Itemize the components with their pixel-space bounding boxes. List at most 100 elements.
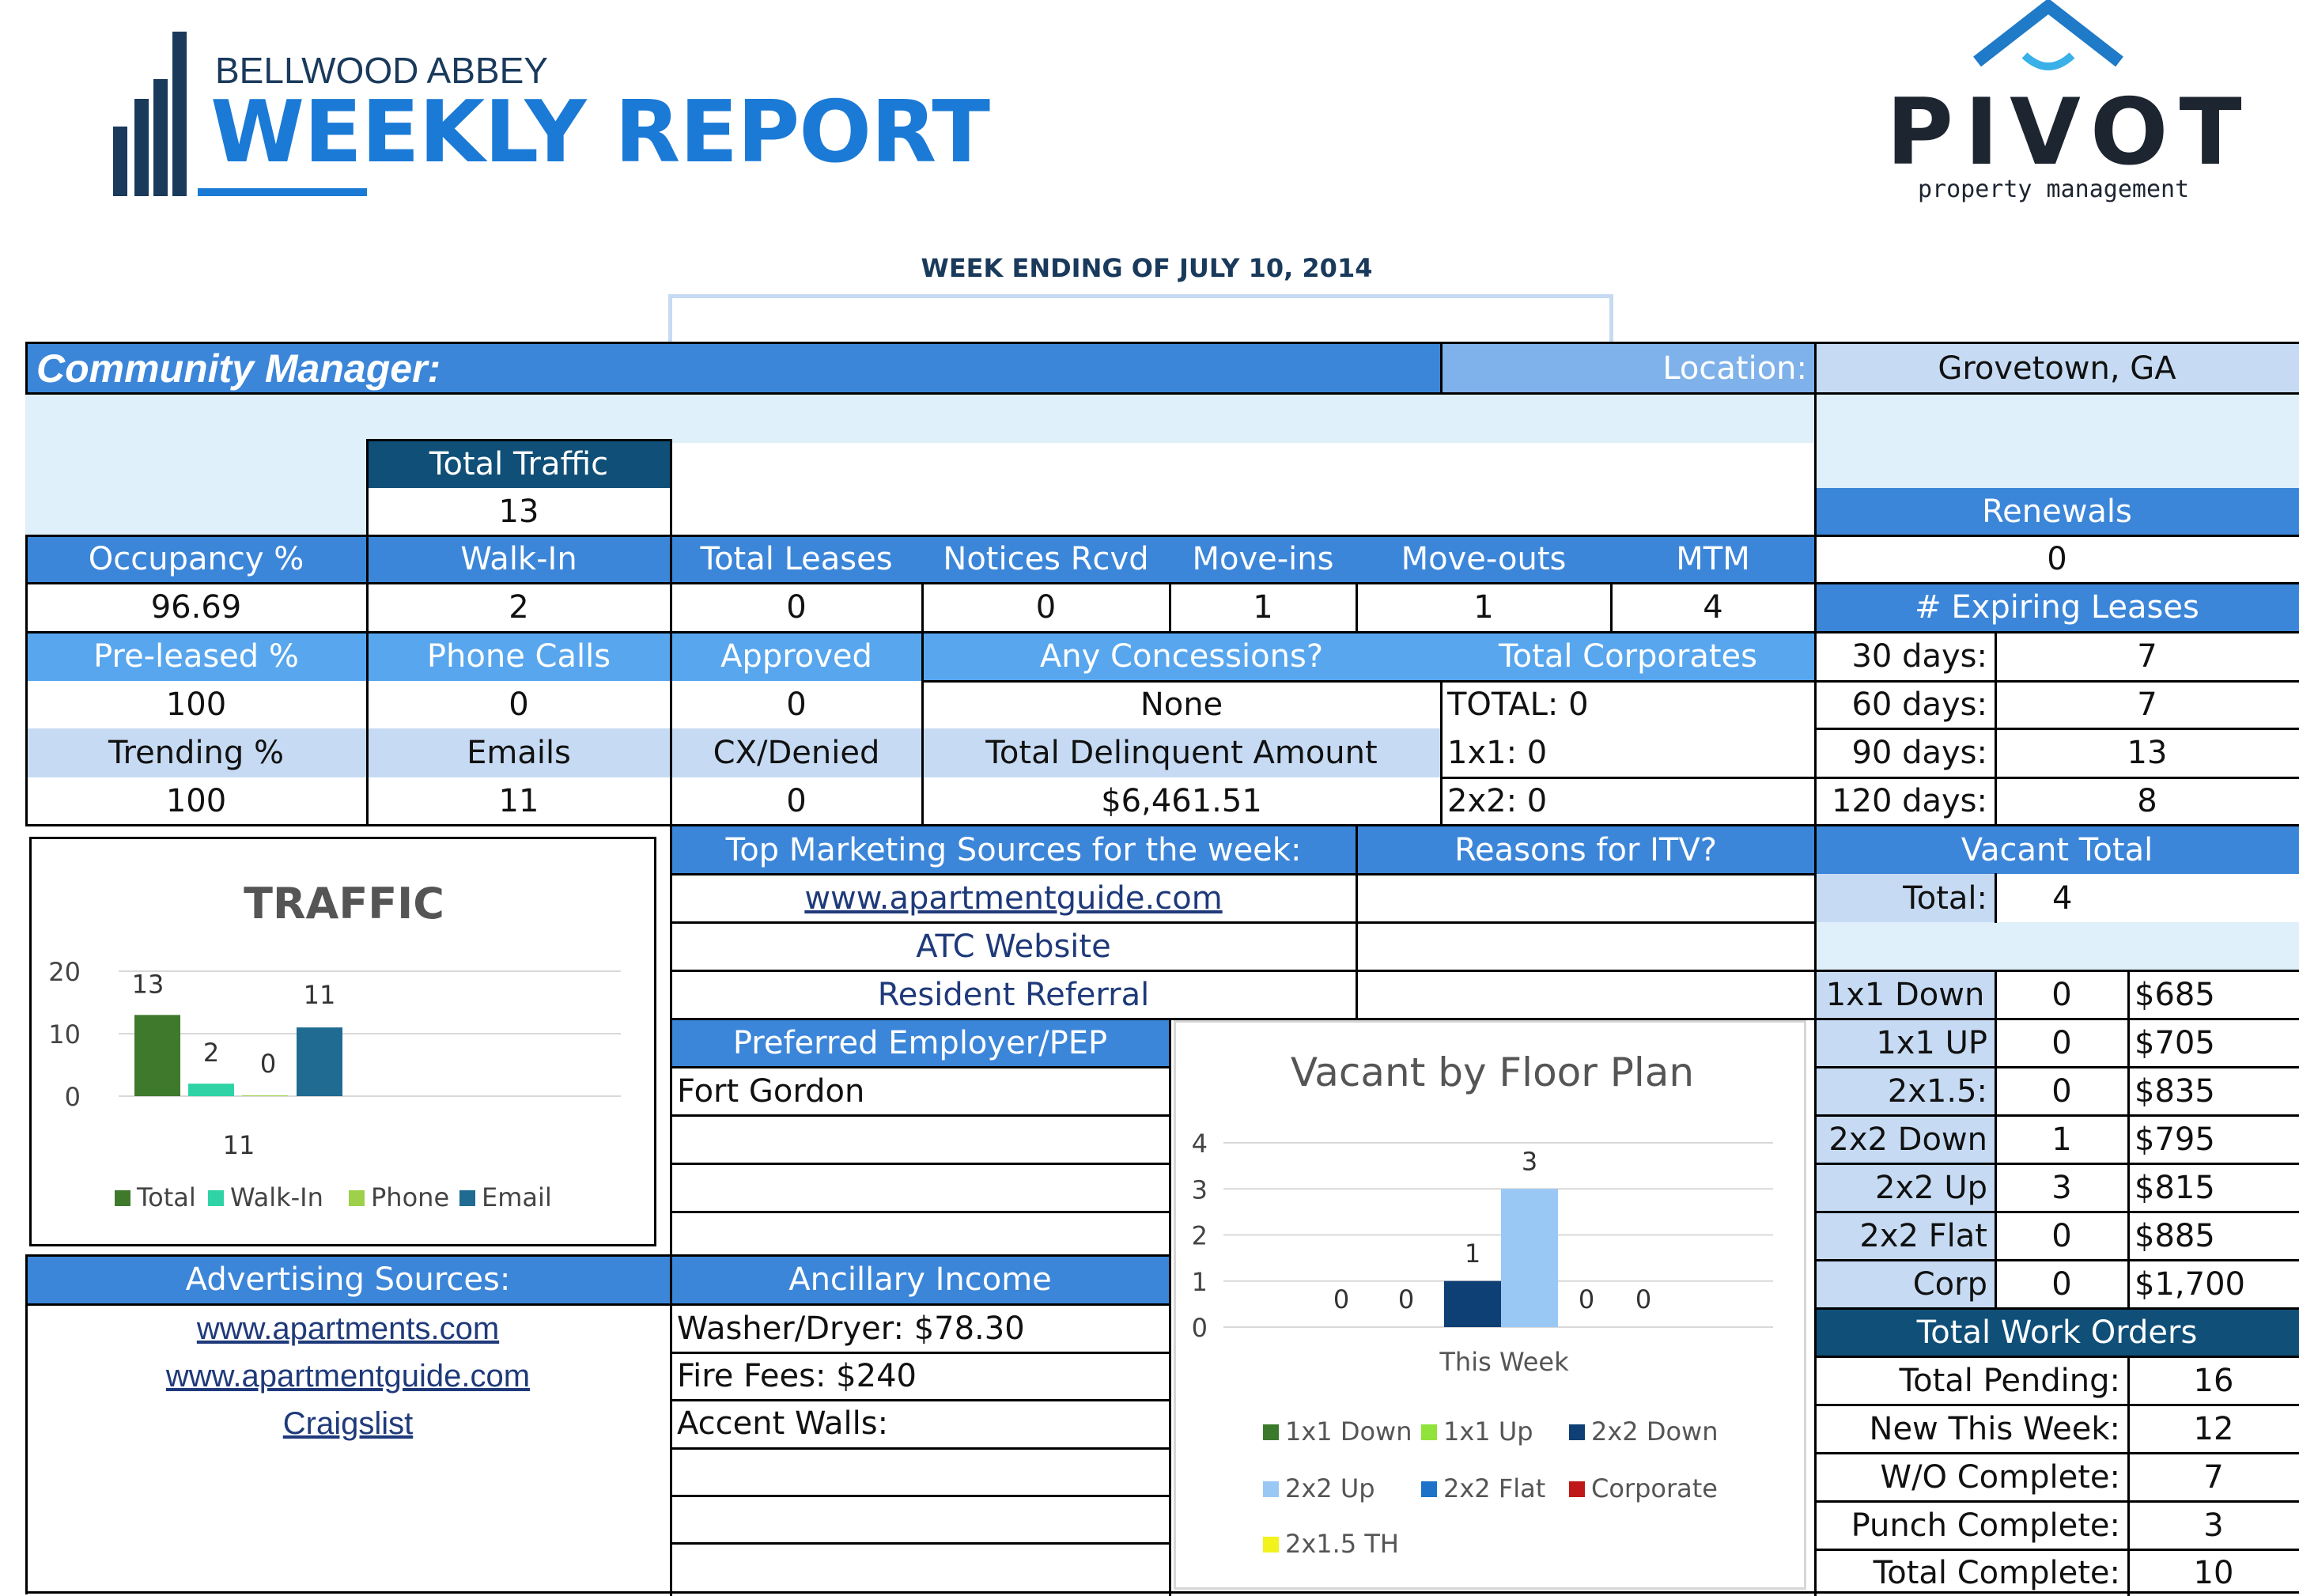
advertising-source-2-link[interactable]: www.apartmentguide.com — [165, 1358, 531, 1394]
wo-total-value: 10 — [2128, 1549, 2299, 1596]
vacant-price-1x1-down: $685 — [2128, 970, 2299, 1019]
advertising-source-1-link[interactable]: www.apartments.com — [196, 1310, 500, 1346]
vacant-price-2x2-up: $815 — [2128, 1163, 2299, 1212]
vacant-plan-2x2-flat: 2x2 Flat — [1815, 1212, 1995, 1260]
vacant-price-2x2-flat: $885 — [2128, 1212, 2299, 1260]
vacant-plan-1x1-down: 1x1 Down — [1815, 970, 1995, 1019]
vacant-legend-swatch — [1569, 1481, 1585, 1497]
vacant-data-label: 3 — [1522, 1146, 1537, 1176]
advertising-source-3[interactable]: Craigslist — [25, 1400, 671, 1447]
pep-entry-3 — [671, 1163, 1170, 1212]
vacant-legend-label: 2x1.5 TH — [1285, 1529, 1399, 1559]
traffic-data-label: 0 — [260, 1049, 276, 1079]
vacant-count-2x1-5: 0 — [1995, 1067, 2128, 1115]
vacant-total-row-label: Total: — [1815, 874, 1995, 922]
total-leases-value: 0 — [671, 583, 922, 632]
vacant-bar-2x2-down — [1444, 1280, 1501, 1327]
traffic-bar-phone — [242, 1095, 288, 1096]
marketing-source-2: ATC Website — [671, 922, 1356, 970]
vacant-ytick: 4 — [1192, 1129, 1208, 1159]
vacant-count-2x2-down: 1 — [1995, 1115, 2128, 1163]
advertising-source-1[interactable]: www.apartments.com — [25, 1305, 671, 1352]
traffic-bar-walk-in — [188, 1084, 234, 1096]
vacant-legend-label: 2x2 Down — [1591, 1416, 1719, 1447]
traffic-legend-label: Total — [136, 1182, 196, 1212]
info-band-left — [25, 393, 367, 535]
occupancy-label: Occupancy % — [25, 535, 367, 583]
traffic-legend-swatch — [349, 1190, 365, 1206]
advertising-label: Advertising Sources: — [25, 1255, 671, 1303]
advertising-source-2[interactable]: www.apartmentguide.com — [25, 1352, 671, 1400]
approved-label: Approved — [671, 632, 922, 681]
pep-entry-4 — [671, 1212, 1170, 1260]
vacant-count-corp: 0 — [1995, 1260, 2128, 1308]
emails-label: Emails — [367, 728, 671, 777]
info-band-gap — [671, 443, 1815, 535]
moveins-value: 1 — [1170, 583, 1356, 632]
vacant-category-label: This Week — [1439, 1347, 1569, 1377]
marketing-sources-label: Top Marketing Sources for the week: — [671, 826, 1356, 874]
mtm-value: 4 — [1611, 583, 1815, 632]
vacant-total-label: Vacant Total — [1815, 826, 2299, 874]
pep-entry-1: Fort Gordon — [671, 1067, 1170, 1115]
preleased-value: 100 — [25, 681, 367, 728]
vacant-legend-label: Corporate — [1591, 1473, 1718, 1503]
total-traffic-label: Total Traffic — [367, 441, 671, 488]
notices-value: 0 — [922, 583, 1170, 632]
wo-new-value: 12 — [2128, 1405, 2299, 1453]
info-band-right — [1815, 393, 2299, 488]
denied-value: 0 — [671, 777, 922, 825]
marketing-source-1[interactable]: www.apartmentguide.com — [671, 874, 1356, 922]
vacant-plan-2x2-down: 2x2 Down — [1815, 1115, 1995, 1163]
traffic-bar-total — [134, 1015, 180, 1096]
vacant-blank-row — [1815, 922, 2299, 970]
vacant-bar-2x2-up — [1501, 1189, 1558, 1327]
expiring-30-value: 7 — [1995, 632, 2299, 681]
renewals-value: 0 — [1815, 535, 2299, 583]
traffic-legend-label: Phone — [371, 1182, 449, 1212]
report-title: WEEKLY REPORT — [210, 83, 990, 182]
report-header: BELLWOOD ABBEY WEEKLY REPORT PIVOT prope… — [0, 0, 2299, 343]
advertising-source-3-link[interactable]: Craigslist — [282, 1405, 414, 1441]
vacant-chart: Vacant by Floor Plan 4 3 2 1 0 0 0 1 3 0 0 This Week… — [1192, 1050, 1773, 1559]
decorative-bracket — [668, 294, 1613, 343]
work-orders-label: Total Work Orders — [1815, 1308, 2299, 1356]
vacant-legend-label: 2x2 Flat — [1443, 1473, 1545, 1503]
vacant-price-2x2-down: $795 — [2128, 1115, 2299, 1163]
ancillary-income-label: Ancillary Income — [671, 1255, 1170, 1303]
wo-complete-label: W/O Complete: — [1815, 1453, 2128, 1501]
vacant-legend-swatch — [1263, 1537, 1279, 1553]
expiring-60-value: 7 — [1995, 681, 2299, 728]
community-manager-label-text: Community Manager: — [36, 346, 441, 391]
traffic-data-label: 2 — [203, 1038, 219, 1068]
concessions-label: Any Concessions? — [922, 632, 1441, 681]
delinquent-value: $6,461.51 — [922, 777, 1441, 825]
expiring-120-value: 8 — [1995, 777, 2299, 825]
vacant-ytick: 3 — [1192, 1174, 1208, 1205]
wo-total-label: Total Complete: — [1815, 1549, 2128, 1596]
walkin-value: 2 — [367, 583, 671, 632]
marketing-source-1-link[interactable]: www.apartmentguide.com — [804, 879, 1223, 917]
total-traffic-value: 13 — [367, 488, 671, 535]
corporates-1x1: 1x1: 0 — [1441, 728, 1815, 777]
vacant-legend-swatch — [1421, 1481, 1437, 1497]
ancillary-entry-2: Fire Fees: $240 — [671, 1352, 1170, 1400]
traffic-chart-title: TRAFFIC — [244, 879, 444, 928]
traffic-ytick: 0 — [65, 1082, 81, 1112]
expiring-leases-label: # Expiring Leases — [1815, 583, 2299, 632]
location-value: Grovetown, GA — [1815, 343, 2299, 393]
preleased-label: Pre-leased % — [25, 632, 367, 681]
itv-reasons-label: Reasons for ITV? — [1356, 826, 1815, 874]
vacant-data-label: 0 — [1398, 1284, 1414, 1314]
vacant-data-label: 1 — [1465, 1239, 1480, 1269]
pivot-logo-tagline: property management — [1918, 176, 2190, 203]
traffic-legend-label: Walk-In — [230, 1182, 323, 1212]
total-leases-label: Total Leases — [671, 535, 922, 583]
vacant-data-label: 0 — [1333, 1284, 1349, 1314]
total-corporates-label: Total Corporates — [1441, 632, 1815, 681]
trending-value: 100 — [25, 777, 367, 825]
moveins-label: Move-ins — [1170, 535, 1356, 583]
community-name: BELLWOOD ABBEY — [215, 50, 548, 91]
week-ending-text: WEEK ENDING OF JULY 10, 2014 — [921, 253, 1373, 283]
traffic-legend-swatch — [115, 1190, 130, 1206]
